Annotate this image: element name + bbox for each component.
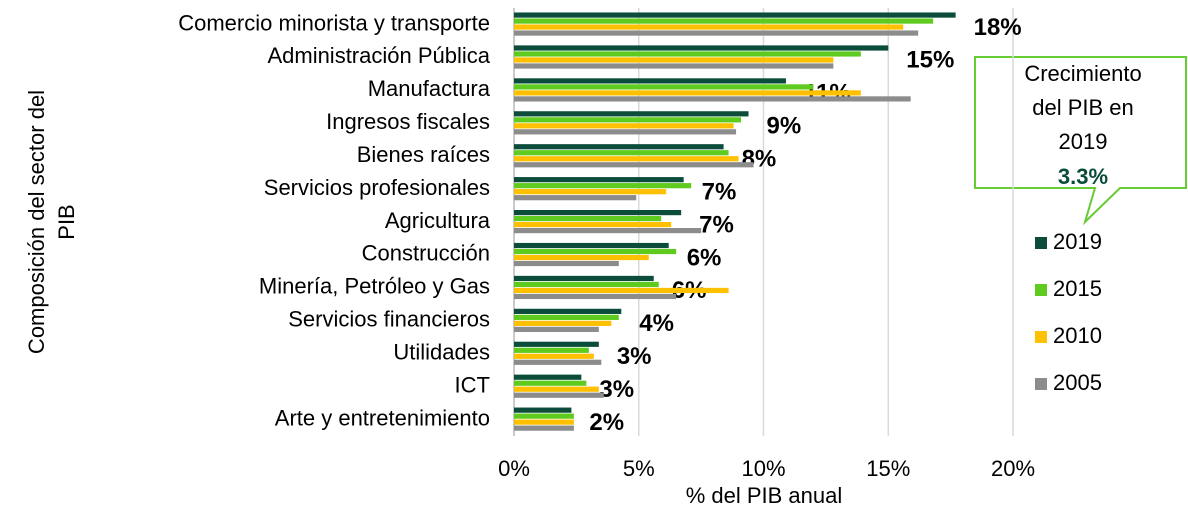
bar — [514, 228, 702, 234]
bar — [514, 359, 602, 365]
annotation-value: 3.3% — [1058, 164, 1108, 189]
y-tick-label: Minería, Petróleo y Gas — [259, 274, 490, 299]
x-tick-label: 5% — [623, 456, 655, 481]
legend-swatch — [1035, 284, 1047, 296]
bar — [514, 57, 834, 63]
bar — [514, 162, 754, 168]
bar — [514, 210, 682, 216]
x-tick-label: 10% — [741, 456, 785, 481]
y-axis-label: Composición del sector del — [24, 90, 49, 354]
bar — [514, 189, 667, 195]
bar — [514, 308, 622, 314]
annotation-text: Crecimiento — [1024, 61, 1141, 86]
bar — [514, 117, 742, 123]
bar — [514, 353, 594, 359]
bar — [514, 144, 724, 150]
bar — [514, 374, 582, 380]
bar — [514, 63, 834, 69]
x-tick-label: 20% — [991, 456, 1035, 481]
bar — [514, 341, 599, 347]
bar — [514, 183, 692, 189]
bar — [514, 248, 677, 255]
bar — [514, 177, 684, 183]
bar — [514, 413, 574, 419]
bar — [514, 314, 619, 320]
data-label: 2% — [589, 409, 624, 436]
bar — [514, 293, 677, 300]
bar — [514, 347, 589, 353]
data-label: 7% — [699, 211, 734, 238]
data-label: 18% — [974, 14, 1022, 41]
legend-swatch — [1035, 378, 1047, 390]
data-label: 4% — [639, 310, 674, 337]
bar — [514, 242, 669, 249]
y-tick-label: Manufactura — [368, 76, 491, 101]
bar — [514, 12, 956, 18]
bar — [514, 156, 739, 162]
bar — [514, 18, 934, 24]
y-tick-label: Construcción — [362, 241, 490, 266]
bar — [514, 150, 729, 156]
data-label: 7% — [702, 178, 737, 205]
y-tick-label: Ingresos fiscales — [326, 109, 490, 134]
legend-label: 2015 — [1053, 276, 1102, 301]
legend-label: 2005 — [1053, 370, 1102, 395]
bar — [514, 260, 619, 267]
y-tick-label: ICT — [455, 372, 490, 397]
callout-box — [974, 56, 1187, 226]
data-label: 8% — [742, 145, 777, 172]
callout: Crecimiento del PIB en 2019 3.3% — [974, 56, 1187, 226]
bar — [514, 111, 749, 117]
y-tick-label: Bienes raíces — [357, 142, 490, 167]
y-tick-label: Servicios profesionales — [264, 175, 490, 200]
bar — [514, 287, 729, 294]
x-tick-label: 0% — [498, 456, 530, 481]
y-tick-label: Administración Pública — [267, 43, 490, 68]
bar — [514, 425, 574, 431]
legend-label: 2019 — [1053, 229, 1102, 254]
x-tick-label: 15% — [866, 456, 910, 481]
bar — [514, 386, 599, 392]
data-label: 15% — [906, 47, 954, 74]
bar — [514, 45, 889, 51]
bar — [514, 326, 599, 332]
bar — [514, 281, 659, 288]
legend-swatch — [1035, 331, 1047, 343]
legend-swatch — [1035, 237, 1047, 249]
bar — [514, 90, 861, 96]
data-label: 9% — [767, 113, 802, 140]
bar — [514, 320, 612, 326]
y-axis-label: PIB — [54, 204, 79, 239]
annotation-text: del PIB en — [1032, 95, 1134, 120]
bar — [514, 78, 786, 84]
bar — [514, 30, 919, 36]
y-tick-label: Comercio minorista y transporte — [178, 10, 490, 35]
bar — [514, 254, 649, 261]
x-axis-label: % del PIB anual — [686, 483, 843, 508]
bar — [514, 419, 574, 425]
bar — [514, 380, 587, 386]
bar — [514, 84, 814, 90]
y-tick-label: Arte y entretenimiento — [275, 405, 490, 430]
bar — [514, 96, 911, 102]
bar — [514, 51, 861, 57]
annotation-text: 2019 — [1059, 129, 1108, 154]
data-label: 3% — [599, 376, 634, 403]
bar — [514, 392, 604, 398]
bar — [514, 24, 904, 30]
bar — [514, 195, 637, 201]
bar — [514, 129, 737, 135]
data-label: 6% — [687, 244, 722, 271]
y-tick-label: Servicios financieros — [288, 307, 490, 332]
legend-label: 2010 — [1053, 323, 1102, 348]
bar — [514, 222, 672, 228]
bar — [514, 275, 654, 282]
bar — [514, 123, 734, 129]
y-tick-label: Utilidades — [393, 340, 490, 365]
bar — [514, 216, 662, 222]
y-tick-label: Agricultura — [385, 208, 491, 233]
bar — [514, 407, 572, 413]
data-label: 3% — [617, 343, 652, 370]
